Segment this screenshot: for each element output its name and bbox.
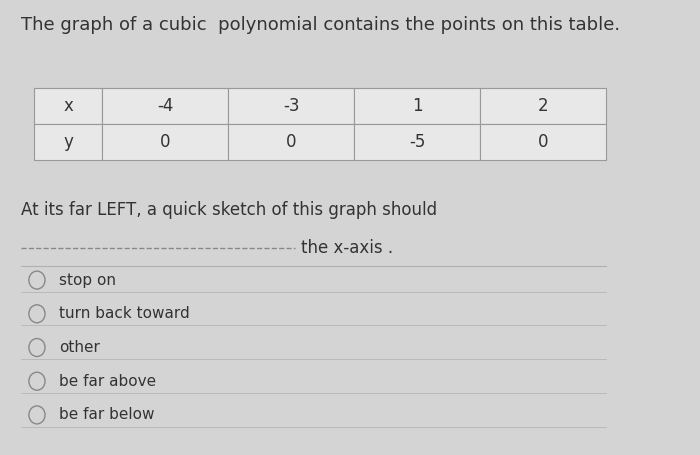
Text: stop on: stop on: [59, 273, 116, 288]
Text: x: x: [63, 97, 73, 115]
Bar: [480, 124, 606, 160]
Text: 2: 2: [538, 97, 548, 115]
Text: the x-axis .: the x-axis .: [301, 239, 393, 257]
Text: -4: -4: [158, 97, 174, 115]
Bar: [34, 88, 102, 124]
Text: -3: -3: [283, 97, 300, 115]
Text: y: y: [63, 133, 73, 151]
Bar: [480, 88, 606, 124]
Bar: [228, 88, 354, 124]
Text: 0: 0: [538, 133, 548, 151]
Text: At its far LEFT, a quick sketch of this graph should: At its far LEFT, a quick sketch of this …: [22, 201, 437, 218]
Text: be far above: be far above: [59, 374, 156, 389]
Text: 0: 0: [286, 133, 296, 151]
Text: 1: 1: [412, 97, 422, 115]
Text: 0: 0: [160, 133, 171, 151]
Text: be far below: be far below: [59, 407, 154, 422]
Text: -5: -5: [409, 133, 425, 151]
Text: The graph of a cubic  polynomial contains the points on this table.: The graph of a cubic polynomial contains…: [22, 16, 620, 34]
Bar: [34, 124, 102, 160]
Bar: [354, 88, 480, 124]
Bar: [102, 124, 228, 160]
Text: turn back toward: turn back toward: [59, 306, 190, 321]
Bar: [228, 124, 354, 160]
Bar: [102, 88, 228, 124]
Text: other: other: [59, 340, 99, 355]
Bar: [354, 124, 480, 160]
